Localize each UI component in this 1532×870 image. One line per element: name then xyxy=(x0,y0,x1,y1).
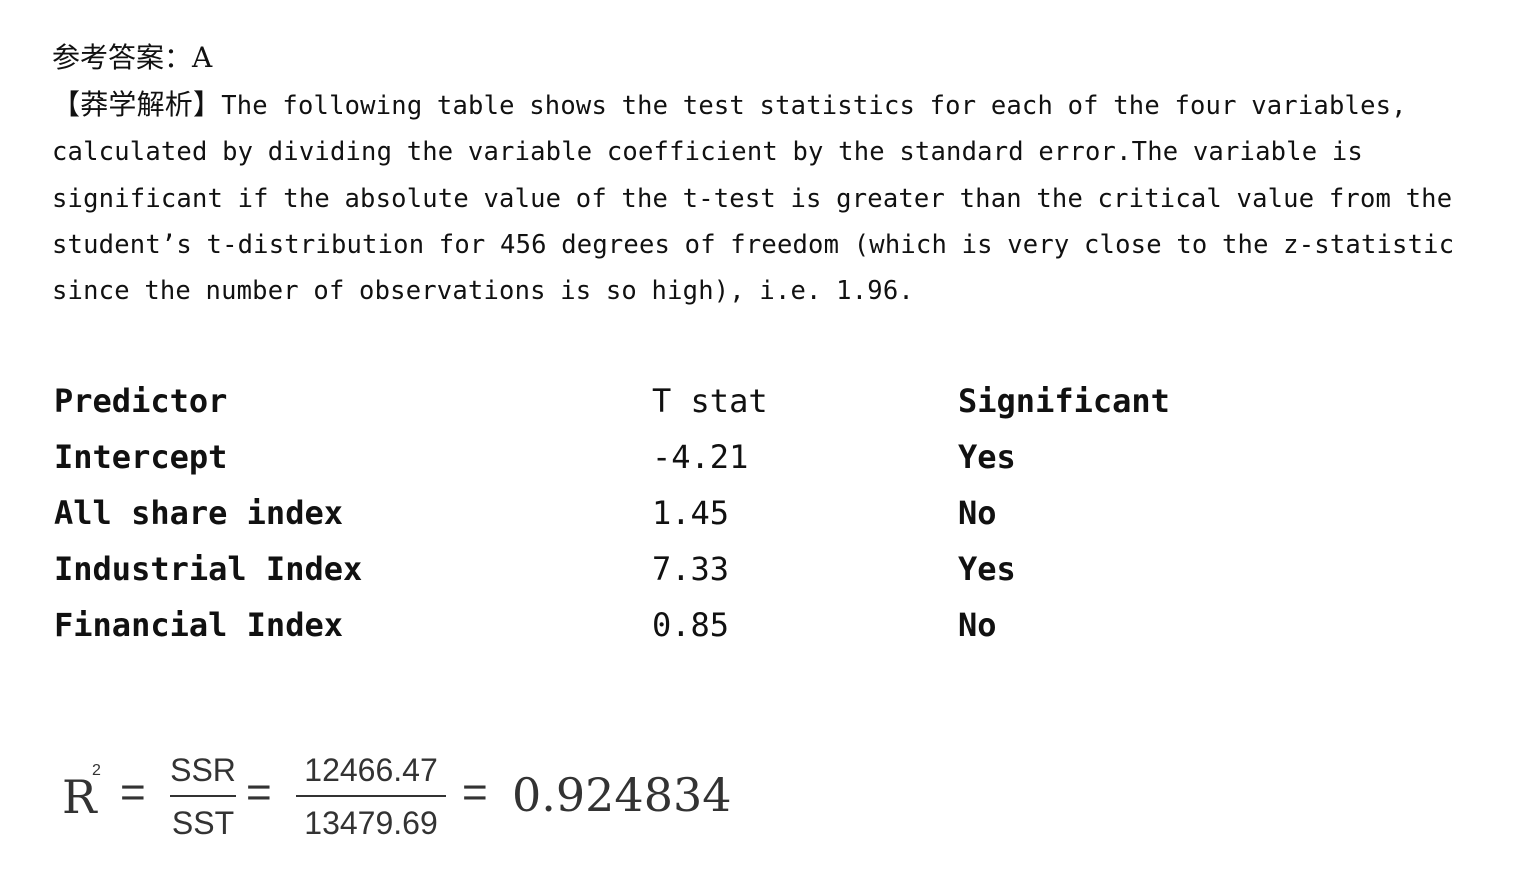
header-t-stat: T stat xyxy=(652,382,768,420)
header-predictor: Predictor xyxy=(54,382,228,420)
fraction-numerator: SSR xyxy=(170,752,236,788)
predictor-cell: Financial Index xyxy=(54,606,343,644)
explanation-paragraph: 【莽学解析】The following table shows the test… xyxy=(52,82,1492,314)
explanation-label: 【莽学解析】 xyxy=(52,88,222,121)
t-stat-cell: 0.85 xyxy=(652,606,730,644)
t-stat-cell: 7.33 xyxy=(652,550,730,588)
formula-lhs-superscript: 2 xyxy=(92,762,101,779)
formula-equals-1: = xyxy=(120,768,146,817)
formula-result: 0.924834 xyxy=(512,768,732,822)
t-stat-cell: 1.45 xyxy=(652,494,730,532)
formula-fraction-values: 12466.47 13479.69 xyxy=(296,752,446,841)
answer-value: A xyxy=(192,41,213,74)
formula-lhs: R xyxy=(62,770,97,824)
significant-cell: No xyxy=(958,494,997,532)
significant-cell: Yes xyxy=(958,438,1016,476)
answer-label: 参考答案： xyxy=(52,41,193,74)
header-significant: Significant xyxy=(958,382,1170,420)
predictor-cell: All share index xyxy=(54,494,343,532)
formula-equals-3: = xyxy=(462,768,488,817)
predictor-cell: Industrial Index xyxy=(54,550,363,588)
fraction-denominator: SST xyxy=(171,805,235,841)
predictor-cell: Intercept xyxy=(54,438,228,476)
answer-line: 参考答案：A xyxy=(52,38,212,78)
formula-equals-2: = xyxy=(246,768,272,817)
r-squared-formula: R 2 = SSR SST = 12466.47 13479.69 = 0.92… xyxy=(62,752,762,848)
explanation-text: The following table shows the test stati… xyxy=(52,91,1455,307)
formula-fraction-ssr-sst: SSR SST xyxy=(170,752,236,841)
fraction-denominator: 13479.69 xyxy=(304,805,438,841)
significant-cell: Yes xyxy=(958,550,1016,588)
t-stat-cell: -4.21 xyxy=(652,438,749,476)
fraction-numerator: 12466.47 xyxy=(304,752,438,788)
significant-cell: No xyxy=(958,606,997,644)
fraction-bar xyxy=(296,795,446,797)
fraction-bar xyxy=(170,795,236,797)
